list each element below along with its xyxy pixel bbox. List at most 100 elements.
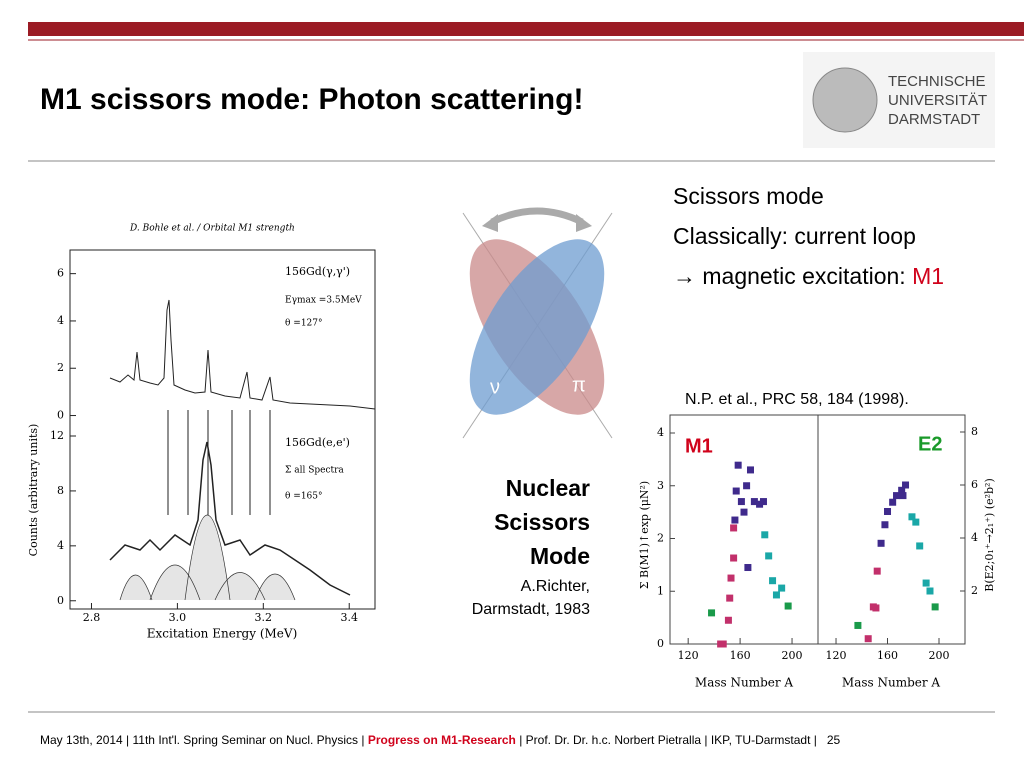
data-point [908, 513, 916, 521]
footer: May 13th, 2014 | 11th Int'l. Spring Semi… [40, 733, 841, 747]
data-point [873, 567, 881, 575]
bullet-highlight: M1 [912, 263, 944, 289]
x-axis-label: Mass Number A [695, 676, 794, 690]
y-tick-label: 3 [657, 479, 664, 492]
annotation: θ =165° [285, 492, 323, 502]
data-point [922, 579, 930, 587]
y-axis-label: B(E2;0₁⁺→2₁⁺) (e²b²) [983, 478, 996, 592]
data-point [902, 481, 910, 489]
y-tick-label: 4 [57, 539, 64, 552]
y-tick-label: 12 [50, 429, 64, 442]
y-tick-label: 6 [57, 267, 64, 280]
bullet: → magnetic excitation: M1 [673, 263, 944, 289]
data-point [744, 564, 752, 572]
figure-header: D. Bohle et al. / Orbital M1 strength [129, 224, 295, 234]
data-point [898, 486, 906, 494]
data-point [916, 542, 924, 550]
data-point [889, 498, 897, 506]
data-point [893, 492, 901, 500]
x-tick-label: 160 [877, 649, 898, 662]
y-tick-label: 0 [57, 409, 64, 422]
citation: N.P. et al., PRC 58, 184 (1998). [685, 391, 909, 408]
caption-title: Mode [530, 543, 590, 569]
x-tick-label: 160 [730, 649, 751, 662]
data-point [884, 508, 892, 515]
transition-arrows [167, 410, 271, 515]
nu-label: ν [490, 376, 500, 398]
data-point [719, 640, 727, 648]
footer-topic: Progress on M1-Research [368, 733, 516, 747]
caption-title: Scissors [494, 509, 590, 535]
m1-e2-figure: M1 E2 Σ B(M1)↑exp (μN²) B(E2;0₁⁺→2₁⁺) (e… [638, 414, 996, 690]
x-tick-label: 200 [782, 649, 803, 662]
data-point [730, 524, 738, 532]
y-tick-label: 8 [971, 425, 978, 438]
y-tick-label: 0 [57, 594, 64, 607]
spectrum-figure: D. Bohle et al. / Orbital M1 strength Co… [27, 224, 376, 641]
annotation: Eγmax =3.5MeV [285, 296, 362, 306]
y-axis-label: Counts (arbitrary units) [27, 424, 40, 557]
title: M1 scissors mode: Photon scattering! [40, 83, 583, 116]
data-point [743, 482, 751, 490]
gamma-spectrum [109, 299, 376, 410]
data-point [881, 521, 889, 529]
caption-author: A.Richter, [521, 578, 590, 595]
caption-place: Darmstadt, 1983 [472, 601, 590, 618]
y-tick-label: 1 [657, 584, 664, 597]
y-tick-label: 4 [657, 426, 664, 439]
y-tick-label: 2 [57, 361, 64, 374]
data-point [769, 577, 777, 585]
logo-emblem [812, 67, 878, 133]
footer-page: 25 [827, 733, 841, 747]
data-point [724, 616, 732, 624]
x-tick-label: 3.0 [169, 611, 187, 624]
footer-author: | Prof. Dr. Dr. h.c. Norbert Pietralla |… [516, 733, 817, 747]
frame [69, 249, 376, 610]
data-point [784, 602, 792, 610]
logo-text: UNIVERSITÄT [888, 92, 987, 109]
data-point [931, 603, 939, 611]
data-point [854, 621, 862, 629]
data-point [734, 461, 742, 469]
fit-components [119, 514, 296, 601]
y-tick-label: 0 [657, 637, 664, 650]
data-point [750, 498, 758, 506]
x-tick-label: 2.8 [83, 611, 101, 624]
data-point [872, 604, 880, 612]
x-tick-label: 120 [826, 649, 847, 662]
top-bar [28, 22, 1024, 36]
data-point [912, 518, 920, 526]
y-tick-label: 8 [57, 484, 64, 497]
panel-label: E2 [918, 433, 942, 455]
caption-title: Nuclear [506, 475, 590, 501]
neutron-ellipse [469, 239, 605, 415]
x-tick-label: 120 [678, 649, 699, 662]
data-point [737, 498, 745, 506]
data-point [727, 574, 735, 582]
y-tick-label: 6 [971, 478, 978, 491]
data-point [730, 554, 738, 562]
pi-label: π [572, 374, 586, 396]
data-point [899, 492, 907, 500]
y-tick-label: 2 [971, 584, 978, 597]
data-point [731, 516, 739, 524]
data-point [765, 552, 773, 560]
data-point [759, 498, 767, 506]
y-tick-label: 4 [57, 314, 64, 327]
data-point [756, 500, 764, 508]
x-axis-label: Excitation Energy (MeV) [147, 627, 298, 641]
data-point [740, 508, 748, 516]
data-point [772, 591, 780, 599]
arrow-head [482, 214, 498, 232]
rotation-arrow [490, 207, 584, 226]
data-point [778, 584, 786, 592]
data-point [708, 609, 716, 617]
x-tick-label: 200 [928, 649, 949, 662]
data-point [726, 594, 734, 602]
bullet: Classically: current loop [673, 223, 916, 249]
annotation: 156Gd(γ,γ') [285, 265, 350, 278]
annotation: Σ all Spectra [285, 466, 344, 476]
x-axis-label: Mass Number A [842, 676, 941, 690]
panel-label: M1 [685, 435, 713, 457]
